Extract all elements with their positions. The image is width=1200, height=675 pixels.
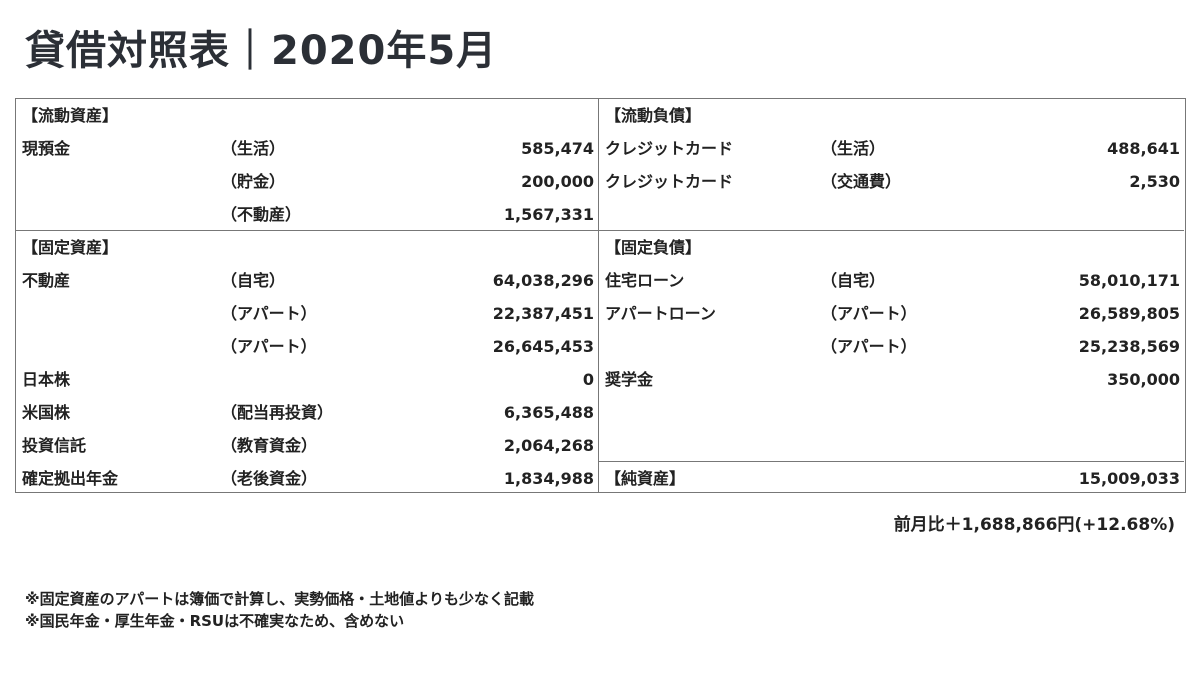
section-header: 【流動資産】 [16, 99, 598, 132]
row-value: 26,645,453 [492, 337, 594, 356]
section-header-label: 【流動資産】 [22, 106, 119, 125]
row-value: 64,038,296 [492, 271, 594, 290]
row-sublabel: （生活） [221, 139, 286, 158]
table-row: 米国株 （配当再投資） 6,365,488 [16, 396, 598, 429]
table-row: 住宅ローン （自宅） 58,010,171 [599, 264, 1184, 297]
row-sublabel: （アパート） [221, 304, 317, 323]
table-row: （アパート） 22,387,451 [16, 297, 598, 330]
row-sublabel: （自宅） [221, 271, 286, 290]
table-row: クレジットカード （生活） 488,641 [599, 132, 1184, 165]
row-sublabel: （交通費） [821, 172, 902, 191]
row-sublabel: （配当再投資） [221, 403, 334, 422]
fixed-liabilities-section: 【固定負債】 住宅ローン （自宅） 58,010,171 アパートローン （アパート） 26… [599, 231, 1184, 462]
row-label: 住宅ローン [605, 271, 685, 290]
row-label: 奨学金 [605, 370, 654, 389]
row-label: 確定拠出年金 [22, 469, 119, 488]
table-row: アパートローン （アパート） 26,589,805 [599, 297, 1184, 330]
row-sublabel: （自宅） [821, 271, 886, 290]
assets-column: 【流動資産】 現預金 （生活） 585,474 （貯金） 200,000 （不動産） 1,56… [16, 99, 599, 492]
row-label: 日本株 [22, 370, 71, 389]
note: ※固定資産のアパートは簿価で計算し、実勢価格・土地値よりも少なく記載 [25, 590, 534, 608]
net-assets-row: 【純資産】 15,009,033 [599, 462, 1184, 495]
table-row: （アパート） 26,645,453 [16, 330, 598, 363]
balance-sheet-table: 【流動資産】 現預金 （生活） 585,474 （貯金） 200,000 （不動産） 1,56… [15, 98, 1186, 493]
section-header: 【流動負債】 [599, 99, 1184, 132]
net-assets-value: 15,009,033 [1078, 469, 1180, 488]
current-assets-section: 【流動資産】 現預金 （生活） 585,474 （貯金） 200,000 （不動産） 1,56… [16, 99, 598, 231]
table-row: 現預金 （生活） 585,474 [16, 132, 598, 165]
current-liabilities-section: 【流動負債】クレジットカード （生活） 488,641 クレジットカード （交通費） 2,… [599, 99, 1184, 231]
table-row: 確定拠出年金 （老後資金） 1,834,988 [16, 462, 598, 495]
row-value: 6,365,488 [503, 403, 594, 422]
row-sublabel: （アパート） [821, 304, 917, 323]
row-sublabel: （貯金） [221, 172, 286, 191]
net-assets-section: 【純資産】 15,009,033 [599, 462, 1184, 495]
row-value: 488,641 [1107, 139, 1180, 158]
row-value: 2,064,268 [503, 436, 594, 455]
page-title: 貸借対照表｜2020年5月 [25, 28, 498, 74]
table-row: （不動産） 1,567,331 [16, 198, 598, 231]
row-sublabel: （不動産） [221, 205, 302, 224]
row-value: 58,010,171 [1078, 271, 1180, 290]
row-value: 1,834,988 [503, 469, 594, 488]
row-value: 22,387,451 [492, 304, 594, 323]
row-sublabel: （生活） [821, 139, 886, 158]
row-sublabel: （アパート） [821, 337, 917, 356]
note: ※国民年金・厚生年金・RSUは不確実なため、含めない [25, 612, 405, 630]
row-label: アパートローン [605, 304, 716, 323]
table-row: クレジットカード （交通費） 2,530 [599, 165, 1184, 198]
row-value: 25,238,569 [1078, 337, 1180, 356]
section-header-label: 【固定資産】 [22, 238, 119, 257]
fixed-assets-section: 【固定資産】 不動産 （自宅） 64,038,296 （アパート） 22,387,451 （… [16, 231, 598, 495]
row-label: 不動産 [22, 271, 71, 290]
row-label: 米国株 [22, 403, 71, 422]
notes: ※固定資産のアパートは簿価で計算し、実勢価格・土地値よりも少なく記載 ※国民年金… [25, 588, 534, 632]
row-sublabel: （老後資金） [221, 469, 318, 488]
table-row: 投資信託 （教育資金） 2,064,268 [16, 429, 598, 462]
row-label: クレジットカード [605, 139, 734, 158]
row-value: 585,474 [521, 139, 594, 158]
row-value: 1,567,331 [503, 205, 594, 224]
table-row: 奨学金 350,000 [599, 363, 1184, 396]
row-value: 0 [582, 370, 594, 389]
row-value: 350,000 [1107, 370, 1180, 389]
row-value: 2,530 [1129, 172, 1180, 191]
table-row: （貯金） 200,000 [16, 165, 598, 198]
row-label: 投資信託 [22, 436, 87, 455]
row-label: クレジットカード [605, 172, 734, 191]
section-header-label: 【固定負債】 [605, 238, 702, 257]
section-header-label: 【流動負債】 [605, 106, 702, 125]
liabilities-column: 【流動負債】クレジットカード （生活） 488,641 クレジットカード （交通費） 2,… [599, 99, 1184, 492]
row-sublabel: （アパート） [221, 337, 317, 356]
net-assets-label: 【純資産】 [605, 469, 686, 488]
table-row: 日本株 0 [16, 363, 598, 396]
row-value: 200,000 [521, 172, 594, 191]
table-row: 不動産 （自宅） 64,038,296 [16, 264, 598, 297]
table-row: （アパート） 25,238,569 [599, 330, 1184, 363]
section-header: 【固定資産】 [16, 231, 598, 264]
row-value: 26,589,805 [1078, 304, 1180, 323]
section-header: 【固定負債】 [599, 231, 1184, 264]
row-label: 現預金 [22, 139, 71, 158]
month-over-month-change: 前月比＋1,688,866円(+12.68%) [893, 515, 1175, 535]
row-sublabel: （教育資金） [221, 436, 318, 455]
